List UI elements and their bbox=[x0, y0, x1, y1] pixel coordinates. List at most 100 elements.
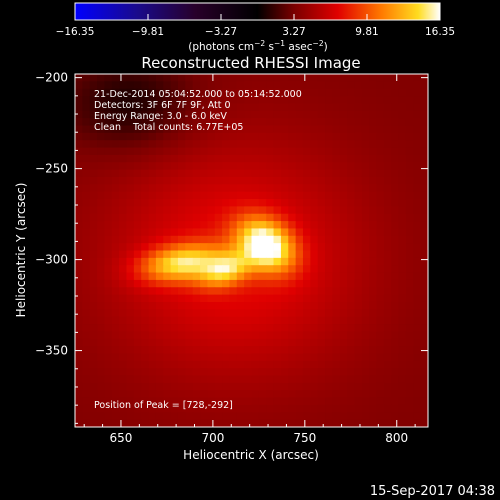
heatmap-cell bbox=[354, 81, 363, 90]
heatmap-cell bbox=[273, 88, 282, 97]
heatmap-cell bbox=[332, 353, 341, 362]
heatmap-cell bbox=[258, 412, 267, 421]
heatmap-cell bbox=[266, 287, 274, 296]
heatmap-cell bbox=[391, 81, 399, 90]
heatmap-cell bbox=[266, 390, 274, 398]
heatmap-cell bbox=[302, 404, 311, 413]
heatmap-cell bbox=[369, 154, 377, 163]
heatmap-cell bbox=[354, 272, 363, 281]
heatmap-cell bbox=[413, 353, 422, 362]
heatmap-cell bbox=[222, 368, 230, 376]
heatmap-cell bbox=[200, 397, 208, 406]
heatmap-cell bbox=[369, 191, 377, 200]
heatmap-cell bbox=[273, 118, 282, 126]
y-axis-ticks: −200−250−300−350 bbox=[35, 71, 428, 424]
heatmap-cell bbox=[97, 309, 105, 318]
heatmap-cell bbox=[200, 390, 208, 398]
heatmap-cell bbox=[244, 316, 252, 325]
heatmap-cell bbox=[391, 162, 399, 170]
heatmap-cell bbox=[244, 154, 252, 163]
heatmap-cell bbox=[207, 294, 216, 303]
heatmap-cell bbox=[369, 390, 377, 398]
heatmap-cell bbox=[244, 360, 252, 369]
heatmap-cell bbox=[222, 390, 230, 398]
heatmap-cell bbox=[369, 213, 377, 222]
heatmap-cell bbox=[398, 103, 407, 112]
heatmap-cell bbox=[413, 96, 422, 104]
heatmap-cell bbox=[383, 397, 392, 406]
heatmap-cell bbox=[89, 228, 98, 237]
heatmap-cell bbox=[155, 338, 164, 347]
heatmap-cell bbox=[288, 191, 297, 200]
heatmap-cell bbox=[258, 235, 267, 244]
heatmap-cell bbox=[361, 191, 370, 200]
heatmap-cell bbox=[302, 199, 311, 207]
heatmap-cell bbox=[310, 257, 319, 266]
heatmap-cell bbox=[325, 338, 333, 347]
heatmap-cell bbox=[126, 250, 135, 259]
heatmap-cell bbox=[185, 316, 194, 325]
heatmap-cell bbox=[148, 404, 157, 413]
heatmap-cell bbox=[163, 250, 171, 259]
heatmap-cell bbox=[354, 338, 363, 347]
heatmap-cell bbox=[200, 368, 208, 376]
heatmap-cell bbox=[332, 324, 341, 332]
heatmap-cell bbox=[111, 412, 120, 421]
heatmap-cell bbox=[89, 419, 98, 427]
heatmap-cell bbox=[126, 360, 135, 369]
heatmap-cell bbox=[82, 96, 91, 104]
heatmap-cell bbox=[133, 257, 142, 266]
heatmap-cell bbox=[141, 324, 149, 332]
heatmap-cell bbox=[420, 294, 428, 303]
heatmap-cell bbox=[111, 221, 120, 229]
heatmap-cell bbox=[251, 390, 260, 398]
heatmap-cell bbox=[155, 301, 164, 310]
heatmap-cell bbox=[347, 360, 355, 369]
heatmap-cell bbox=[302, 88, 311, 97]
heatmap-cell bbox=[207, 287, 216, 296]
heatmap-cell bbox=[244, 338, 252, 347]
heatmap-cell bbox=[133, 154, 142, 163]
heatmap-cell bbox=[236, 419, 245, 427]
colorbar-gradient bbox=[74, 2, 441, 21]
heatmap-cell bbox=[126, 162, 135, 170]
heatmap-cell bbox=[155, 228, 164, 237]
heatmap-cell bbox=[133, 110, 142, 119]
heatmap-cell bbox=[141, 147, 149, 156]
heatmap-cell bbox=[177, 375, 186, 384]
heatmap-cell bbox=[75, 184, 83, 193]
heatmap-cell bbox=[405, 294, 414, 303]
heatmap-cell bbox=[413, 118, 422, 126]
heatmap-cell bbox=[214, 176, 223, 185]
heatmap-cell bbox=[280, 412, 289, 421]
heatmap-cell bbox=[141, 353, 149, 362]
heatmap-cell bbox=[244, 176, 252, 185]
heatmap-cell bbox=[200, 257, 208, 266]
heatmap-cell bbox=[266, 382, 274, 391]
heatmap-cell bbox=[288, 74, 297, 82]
heatmap-cell bbox=[273, 360, 282, 369]
heatmap-cell bbox=[398, 412, 407, 421]
heatmap-cell bbox=[75, 301, 83, 310]
heatmap-cell bbox=[310, 301, 319, 310]
heatmap-cell bbox=[207, 191, 216, 200]
heatmap-cell bbox=[258, 147, 267, 156]
heatmap-cell bbox=[398, 294, 407, 303]
heatmap-cell bbox=[75, 169, 83, 178]
heatmap-cell bbox=[361, 81, 370, 90]
heatmap-cell bbox=[339, 169, 348, 178]
heatmap-cell bbox=[104, 338, 113, 347]
heatmap-cell bbox=[288, 368, 297, 376]
heatmap-cell bbox=[244, 206, 252, 215]
heatmap-cell bbox=[251, 412, 260, 421]
heatmap-cell bbox=[126, 265, 135, 273]
heatmap-cell bbox=[207, 353, 216, 362]
heatmap-cell bbox=[317, 368, 326, 376]
heatmap-cell bbox=[82, 199, 91, 207]
heatmap-cell bbox=[236, 309, 245, 318]
heatmap-cell bbox=[288, 265, 297, 273]
heatmap-cell bbox=[236, 375, 245, 384]
heatmap-cell bbox=[200, 213, 208, 222]
heatmap-image bbox=[75, 74, 428, 427]
heatmap-cell bbox=[163, 221, 171, 229]
